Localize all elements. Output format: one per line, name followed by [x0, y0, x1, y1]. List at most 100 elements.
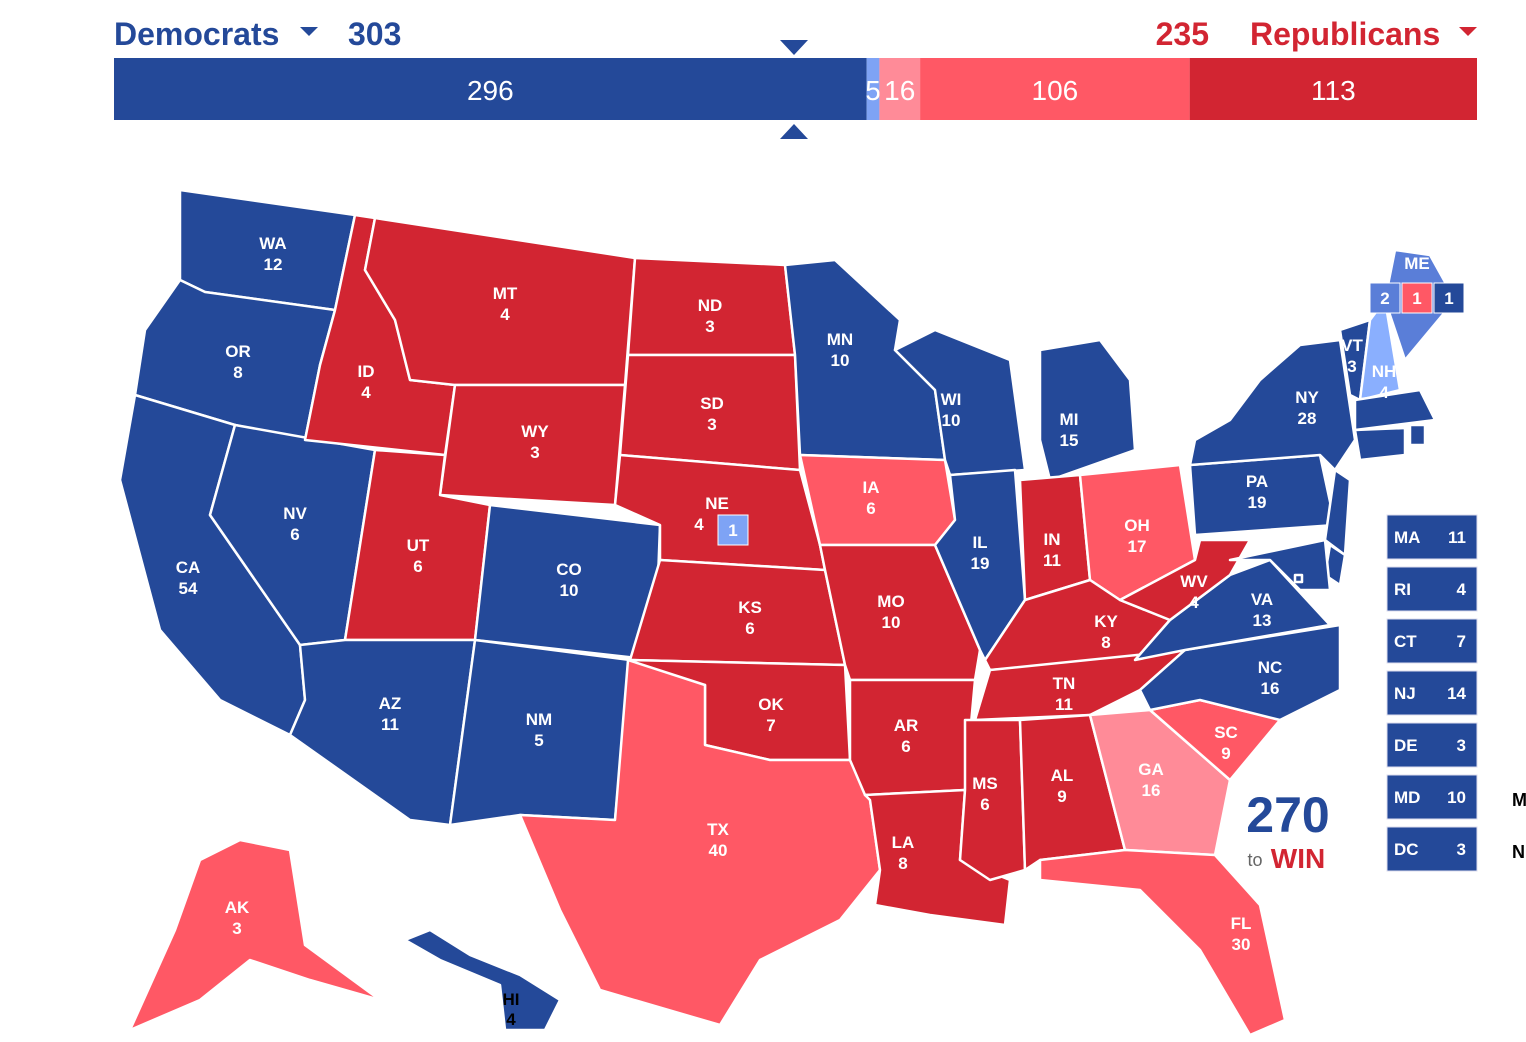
rep-label[interactable]: Republicans: [1250, 16, 1440, 52]
state-votes: 6: [745, 619, 754, 638]
small-state-box: [1386, 514, 1478, 560]
state-votes: 12: [264, 255, 283, 274]
state-votes: 6: [866, 499, 875, 518]
state-abbr: OR: [225, 342, 251, 361]
district-box: [1401, 282, 1433, 314]
small-state-abbr: CT: [1394, 632, 1417, 651]
midpoint-marker-bottom: [780, 124, 808, 139]
state-votes: 6: [413, 557, 422, 576]
small-state-votes: 7: [1457, 632, 1466, 651]
state-votes: 11: [1043, 551, 1061, 570]
state-abbr: FL: [1231, 914, 1252, 933]
state-abbr: KS: [738, 598, 762, 617]
state-abbr: NH: [1372, 362, 1397, 381]
state-votes: 4: [1189, 593, 1199, 612]
state-abbr: SD: [700, 394, 724, 413]
state-abbr: KY: [1094, 612, 1118, 631]
bar-segment: [879, 58, 921, 120]
cut-off-label: N: [1512, 842, 1525, 862]
logo: 270 to WIN: [1246, 787, 1329, 874]
state-shape: [933, 468, 1027, 662]
state-shape: [798, 453, 957, 547]
state-abbr: IN: [1044, 530, 1061, 549]
state-abbr: MI: [1060, 410, 1079, 429]
state-abbr: WA: [259, 234, 286, 253]
state-abbr: WV: [1180, 572, 1208, 591]
district-votes: 1: [1412, 289, 1421, 308]
state-votes: 10: [560, 581, 579, 600]
state-abbr: UT: [407, 536, 430, 555]
bar-segment-label: 106: [1032, 75, 1079, 106]
state-shape: [1088, 708, 1232, 857]
state-votes: 4: [506, 1010, 516, 1029]
small-state-votes: 14: [1447, 684, 1466, 703]
state-votes: 13: [1253, 611, 1272, 630]
state-abbr: WI: [941, 390, 962, 409]
state-abbr: OK: [758, 695, 784, 714]
state-votes: 8: [1101, 633, 1110, 652]
state-shape: [848, 678, 977, 797]
state-votes: 4: [694, 515, 704, 534]
state-abbr: TX: [707, 820, 729, 839]
state-votes: 9: [1221, 744, 1230, 763]
small-state-boxes: MA 11 RI 4 CT 7 NJ 14 DE 3 MD 10 DC 3: [1386, 514, 1478, 872]
bar-segment: [114, 58, 867, 120]
small-state-box: [1386, 826, 1478, 872]
state-votes: 10: [942, 411, 961, 430]
district-votes: 1: [1444, 289, 1453, 308]
state-abbr: NC: [1258, 658, 1283, 677]
state-shape: [518, 658, 882, 1027]
state-abbr: AL: [1051, 766, 1074, 785]
state-abbr: TN: [1053, 674, 1076, 693]
state-abbr: CO: [556, 560, 582, 579]
small-state-abbr: MD: [1394, 788, 1420, 807]
bar-segment: [866, 58, 880, 120]
small-state-abbr: NJ: [1394, 684, 1416, 703]
state-abbr: GA: [1138, 760, 1164, 779]
bar-segment-label: 113: [1311, 75, 1356, 106]
state-shape: [128, 838, 382, 1032]
bar-segment: [920, 58, 1190, 120]
state-votes: 40: [709, 841, 728, 860]
state-votes: 15: [1060, 431, 1079, 450]
state-abbr: MT: [493, 284, 518, 303]
state-shape: [1323, 468, 1352, 557]
state-votes: 19: [1248, 493, 1267, 512]
state-votes: 8: [233, 363, 242, 382]
logo-small: to: [1247, 850, 1262, 870]
midpoint-marker-top: [780, 40, 808, 55]
rep-total: 235: [1156, 16, 1209, 52]
dem-total: 303: [348, 16, 401, 52]
small-state-votes: 10: [1447, 788, 1466, 807]
state-votes: 9: [1057, 787, 1066, 806]
state-shape: [1353, 426, 1407, 462]
state-abbr: PA: [1246, 472, 1268, 491]
state-abbr: ME: [1404, 254, 1430, 273]
state-votes: 19: [971, 554, 990, 573]
state-votes: 16: [1142, 781, 1161, 800]
state-abbr: AK: [225, 898, 250, 917]
tally-bar: 296 5 16 106 113: [114, 58, 1477, 120]
state-abbr: SC: [1214, 723, 1238, 742]
state-abbr: VA: [1251, 590, 1273, 609]
state-abbr: VT: [1341, 336, 1363, 355]
state-shape: [1408, 423, 1427, 447]
state-votes: 6: [901, 737, 910, 756]
state-shape: [1228, 538, 1332, 592]
dem-label[interactable]: Democrats: [114, 16, 279, 52]
state-votes: 4: [361, 383, 371, 402]
cut-off-label: M: [1512, 790, 1526, 810]
small-state-box: [1386, 774, 1478, 820]
state-votes: 10: [831, 351, 850, 370]
state-abbr: MS: [972, 774, 998, 793]
state-votes: 3: [707, 415, 716, 434]
state-votes: 17: [1128, 537, 1147, 556]
small-state-box: [1386, 722, 1478, 768]
state-votes: 6: [980, 795, 989, 814]
rep-dropdown-arrow[interactable]: [1459, 27, 1477, 36]
state-votes: 3: [530, 443, 539, 462]
dem-dropdown-arrow[interactable]: [300, 27, 318, 36]
state-abbr: AR: [894, 716, 919, 735]
district-votes: 2: [1380, 289, 1389, 308]
